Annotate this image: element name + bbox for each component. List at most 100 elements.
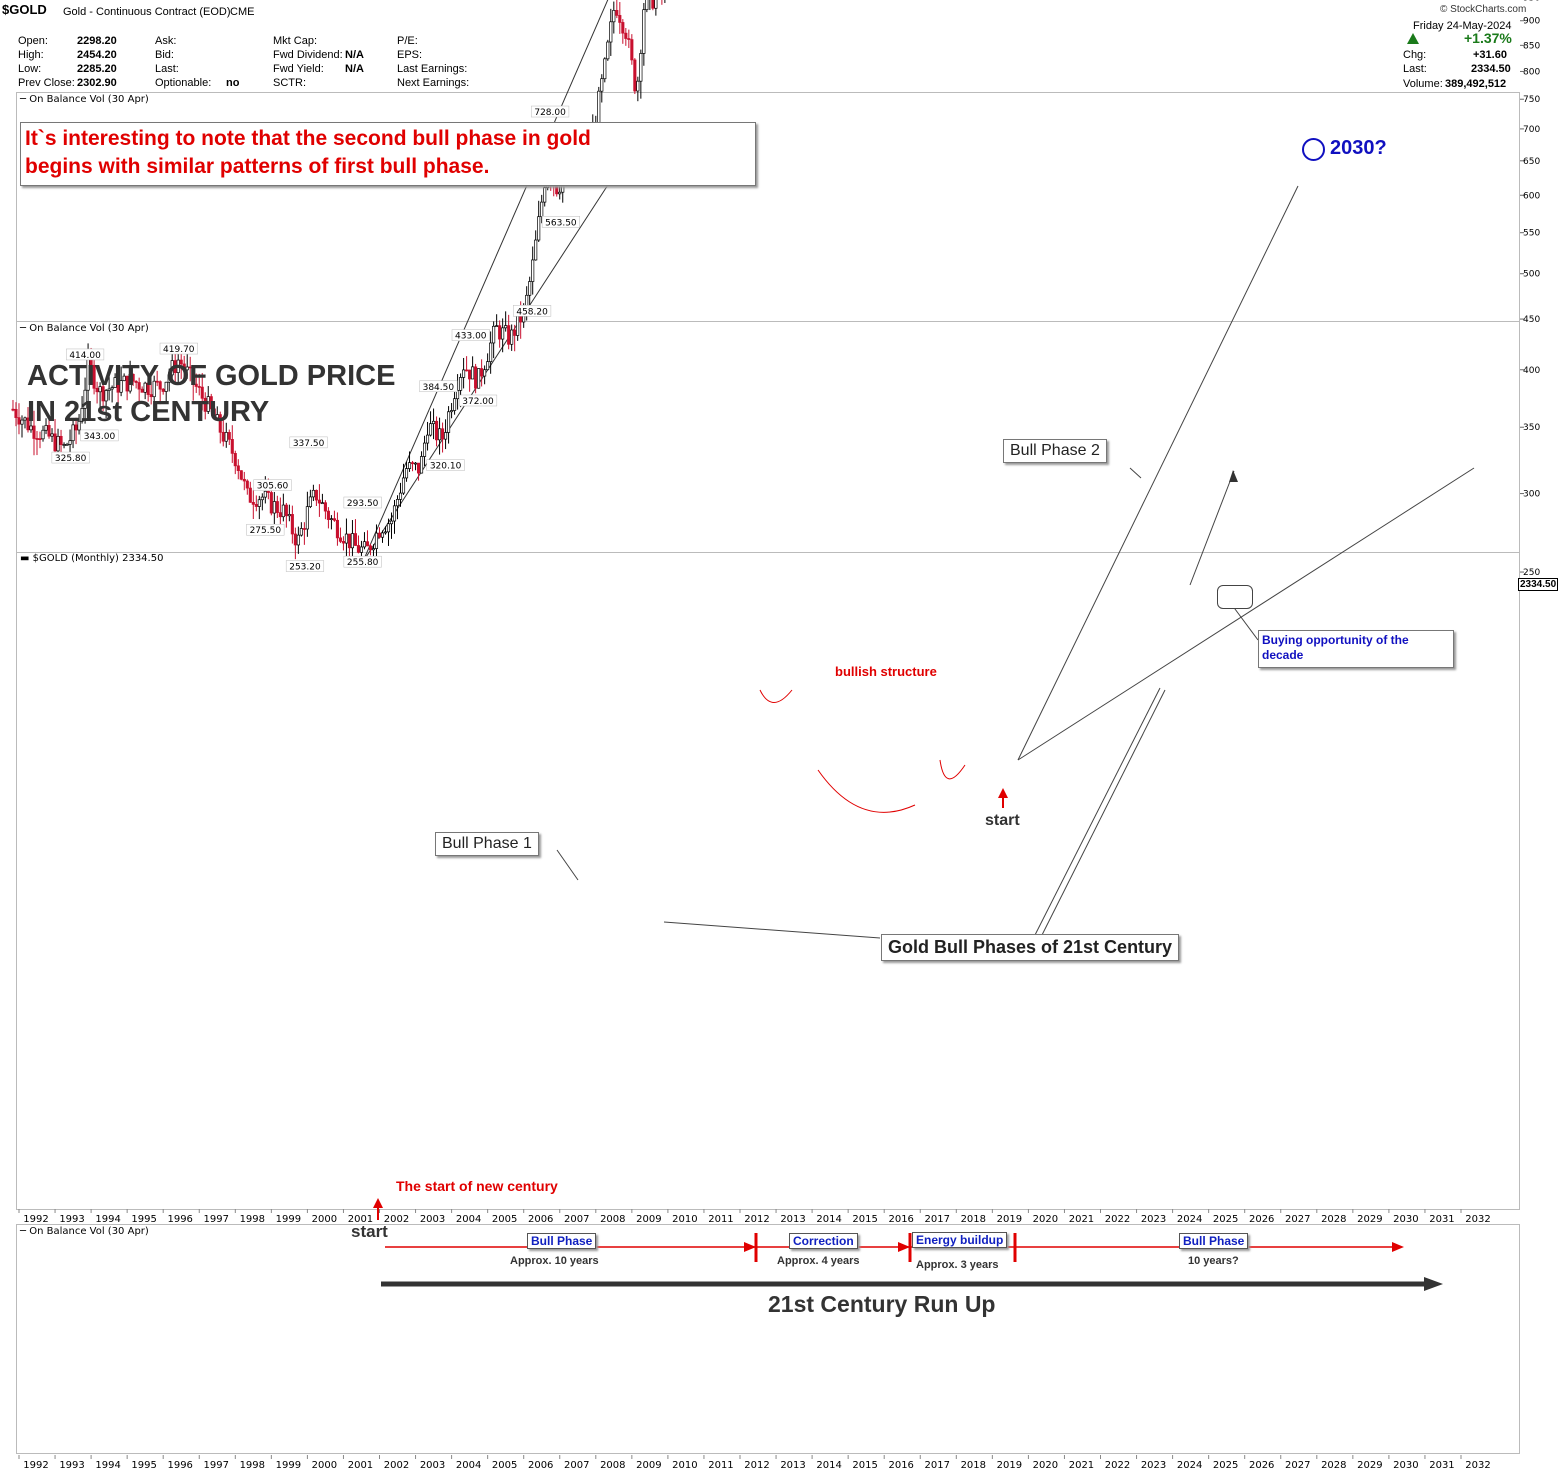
price-label: 320.10 xyxy=(430,462,462,472)
candle-body xyxy=(492,325,496,344)
y-tick-label: 900 xyxy=(1523,17,1540,27)
x-tick-label: 2008 xyxy=(600,1460,625,1470)
price-label-box xyxy=(513,305,552,317)
candle-body xyxy=(218,414,222,433)
obv-label-3-text: On Balance Vol (30 Apr) xyxy=(29,1226,149,1237)
x-tick-label: 2007 xyxy=(564,1460,589,1470)
trendline xyxy=(362,140,638,563)
x-tick-label: 2031 xyxy=(1429,1214,1454,1225)
candle-body xyxy=(44,425,48,431)
candle-body xyxy=(456,390,460,400)
x-tick-label: 2004 xyxy=(456,1460,481,1470)
candle-body xyxy=(474,366,478,389)
x-tick-label: 2025 xyxy=(1213,1214,1238,1225)
candle-body xyxy=(606,41,610,60)
start-new-century-label: The start of new century xyxy=(396,1178,558,1194)
x-tick-label: 1999 xyxy=(276,1214,301,1225)
candle-body xyxy=(185,366,189,371)
candle-body xyxy=(98,386,102,393)
red-arc xyxy=(817,769,916,813)
price-panel-label: ▬ $GOLD (Monthly) 2334.50 xyxy=(20,553,164,564)
timeline-bull-phase-1: Bull Phase xyxy=(527,1233,597,1249)
x-tick-label: 2018 xyxy=(961,1214,986,1225)
x-tick-label: 2006 xyxy=(528,1460,553,1470)
candle-body xyxy=(68,440,72,445)
x-tick-label: 1996 xyxy=(167,1460,192,1470)
x-tick-label: 1997 xyxy=(204,1460,229,1470)
x-tick-label: 2011 xyxy=(708,1460,733,1470)
symbol: $GOLD xyxy=(2,2,47,17)
start-arrow-head-2 xyxy=(998,788,1008,798)
x-tick-label: 2027 xyxy=(1285,1460,1310,1470)
price-label: 458.20 xyxy=(516,307,548,317)
x-tick-label: 1998 xyxy=(240,1214,265,1225)
candles xyxy=(11,0,666,566)
mkt-cap-label: Mkt Cap: xyxy=(273,35,318,47)
candle-body xyxy=(489,342,493,362)
ask-label: Ask: xyxy=(155,35,177,47)
candle-body xyxy=(236,465,240,471)
x-tick-label: 2005 xyxy=(492,1214,517,1225)
candle-body xyxy=(347,533,351,549)
run-up-label: 21st Century Run Up xyxy=(768,1291,996,1317)
next-earnings-label: Next Earnings: xyxy=(397,77,470,89)
candle-body xyxy=(290,514,294,535)
brand-logo[interactable]: © StockCharts.com xyxy=(1440,4,1527,15)
candle-body xyxy=(131,373,135,382)
price-label: 419.70 xyxy=(163,345,195,355)
candle-body xyxy=(293,533,297,546)
candle-body xyxy=(435,420,439,441)
candle-body xyxy=(272,501,276,514)
price-label-box xyxy=(246,523,285,536)
price-label: 325.80 xyxy=(55,454,87,464)
candle-body xyxy=(513,329,517,336)
candle-body xyxy=(107,388,111,391)
candle-body xyxy=(341,541,345,544)
candle-body xyxy=(633,59,637,92)
x-axis-bottom: 1992 1993 1994 1995 1996 1997 1998 1999 2000 2001… xyxy=(18,1455,1491,1470)
price-label: 414.00 xyxy=(69,351,101,361)
x-tick-label: 2019 xyxy=(997,1460,1022,1470)
target-circle-icon xyxy=(1302,138,1325,161)
candle-body xyxy=(59,435,63,445)
price-label-box xyxy=(253,479,292,491)
candle-body xyxy=(495,325,499,328)
last-earnings-label: Last Earnings: xyxy=(397,63,468,75)
x-tick-label: 2001 xyxy=(348,1460,373,1470)
candle-body xyxy=(329,518,333,520)
price-label-box xyxy=(80,429,119,442)
price-label: 253.20 xyxy=(289,563,321,573)
candle-body xyxy=(465,369,469,372)
obv-label-1: ─ On Balance Vol (30 Apr) xyxy=(20,94,149,105)
price-label-box xyxy=(51,451,90,464)
obv-label-2: ─ On Balance Vol (30 Apr) xyxy=(20,323,149,334)
candle-body xyxy=(143,382,147,393)
price-label: 255.80 xyxy=(347,558,379,568)
candle-body xyxy=(356,545,361,553)
x-tick-label: 2010 xyxy=(672,1460,697,1470)
x-tick-label: 2023 xyxy=(1141,1214,1166,1225)
x-tick-label: 1996 xyxy=(167,1214,192,1225)
candle-body xyxy=(642,9,646,54)
volume-label: Volume: xyxy=(1403,78,1443,90)
timeline-energy-buildup: Energy buildup xyxy=(912,1232,1008,1248)
price-label-box xyxy=(426,459,465,471)
candle-body xyxy=(242,478,246,482)
x-tick-label: 2031 xyxy=(1429,1460,1454,1470)
candle-body xyxy=(507,325,511,345)
candle-body xyxy=(528,281,532,296)
candle-body xyxy=(65,443,69,446)
candle-body xyxy=(71,424,75,442)
x-tick-label: 1994 xyxy=(95,1460,120,1470)
candle-body xyxy=(200,386,204,399)
x-tick-label: 2025 xyxy=(1213,1460,1238,1470)
candle-body xyxy=(326,510,330,520)
x-tick-label: 2028 xyxy=(1321,1214,1346,1225)
candle-body xyxy=(600,78,604,92)
candle-body xyxy=(317,499,321,504)
price-label: 293.50 xyxy=(347,499,379,509)
candle-body xyxy=(395,499,400,507)
x-tick-label: 2017 xyxy=(925,1460,950,1470)
candle-body xyxy=(413,462,418,465)
candle-body xyxy=(179,359,183,365)
